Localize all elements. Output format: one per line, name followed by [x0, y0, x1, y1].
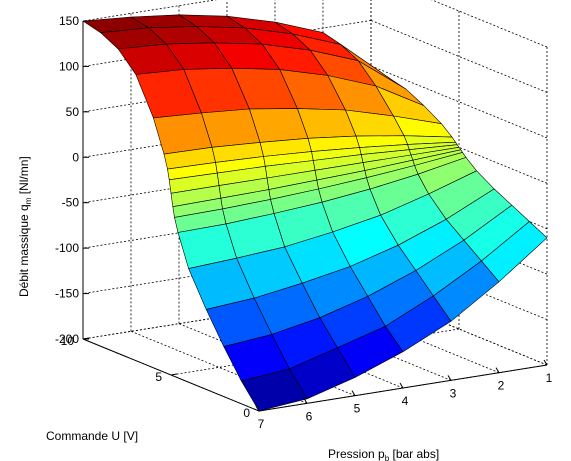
z-tick-label: -100 [55, 241, 79, 255]
z-tick-label: 0 [72, 150, 79, 164]
z-tick-label: 100 [59, 59, 79, 73]
x-tick-label: 4 [402, 394, 409, 408]
y-tick-label: 10 [61, 334, 75, 348]
x-tick-label: 7 [258, 417, 265, 431]
x-tick-label: 1 [546, 371, 553, 385]
z-tick-label: 150 [59, 14, 79, 28]
z-tick-label: 50 [66, 105, 80, 119]
y-tick [82, 337, 90, 340]
surface [82, 14, 548, 412]
x-tick [255, 405, 260, 412]
x-tick [495, 367, 500, 373]
z-tick-label: -150 [55, 287, 79, 301]
x-tick [447, 375, 452, 381]
x-tick-label: 6 [306, 409, 313, 423]
z-tick-label: -50 [62, 196, 80, 210]
y-tick-label: 0 [243, 406, 250, 420]
y-tick [258, 409, 266, 412]
x-tick-label: 3 [450, 386, 457, 400]
z-axis-label: Débit massique qm [Nl/mn] [17, 156, 33, 297]
z-tick-label: -200 [55, 332, 79, 346]
surface-patch [241, 368, 308, 412]
x-tick [303, 398, 308, 404]
x-tick [543, 359, 548, 366]
y-tick [170, 373, 178, 376]
y-tick-label: 5 [155, 370, 162, 384]
x-tick [351, 390, 356, 396]
x-tick-label: 5 [354, 402, 361, 416]
x-tick [399, 382, 404, 389]
surface-patch [153, 112, 213, 155]
x-axis-label: Pression pb [bar abs] [328, 447, 439, 461]
x-tick-label: 2 [498, 379, 505, 393]
y-axis-label: Commande U [V] [46, 429, 138, 443]
